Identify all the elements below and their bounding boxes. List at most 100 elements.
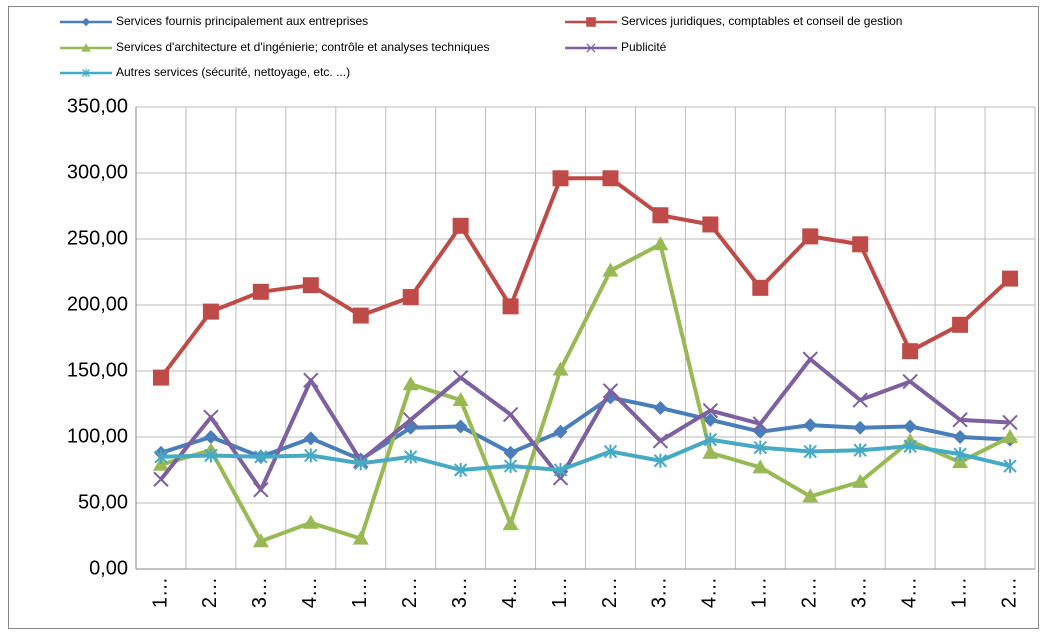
point [403,449,418,464]
point [552,361,569,376]
point [802,351,818,367]
y-tick-label: 200,00 [67,293,128,315]
chart-border [8,6,1039,629]
x-tick-label: 1… [749,577,771,608]
point [452,369,469,386]
point [903,439,917,454]
x-tick-label: 4… [699,577,721,608]
point [202,303,219,320]
point [652,433,669,449]
point [703,432,718,447]
point [602,262,619,277]
point [203,409,219,425]
point [653,453,668,468]
point [802,228,819,245]
legend-label: Services fournis principalement aux entr… [116,14,368,28]
x-tick-label: 1… [349,577,371,608]
point [503,445,518,460]
point [902,373,918,390]
point [953,430,968,444]
point [303,431,318,446]
legend-marker [81,68,91,78]
legend-label: Services juridiques, comptables et conse… [621,14,902,28]
point [703,412,718,427]
series-line [160,437,1011,472]
series-line [160,242,1011,544]
legend-marker [586,17,596,27]
point [653,400,668,415]
point [502,406,519,423]
point [81,43,91,52]
point [204,448,218,463]
point [502,516,519,531]
y-tick-label: 250,00 [67,227,128,249]
point [802,488,819,503]
point [302,514,319,529]
point [852,392,868,408]
x-tick-label: 3… [848,577,870,608]
point [452,392,469,407]
point [352,530,369,545]
point [252,283,269,300]
y-tick-label: 0,00 [89,557,128,579]
point [402,412,419,428]
x-tick-label: 2… [998,577,1020,608]
x-tick-label: 2… [199,577,221,608]
point [952,316,969,333]
x-tick-label: 1… [149,577,171,608]
point [803,418,818,433]
point [453,463,468,477]
point [402,376,419,391]
legend-marker [81,43,91,52]
point [903,419,918,434]
y-tick-label: 100,00 [67,425,128,447]
x-tick-label: 1… [948,577,970,608]
point [853,420,868,435]
point [1003,459,1017,474]
x-tick-label: 2… [399,577,421,608]
point [352,307,369,324]
point [586,17,596,27]
series-line [159,176,1012,379]
point [602,170,619,187]
x-tick-label: 2… [599,577,621,608]
point [752,279,769,296]
point [81,68,91,78]
point [652,236,669,251]
point [702,216,719,233]
legend-marker [81,17,91,27]
y-tick-label: 350,00 [67,95,128,117]
point [502,298,519,315]
point [853,443,867,458]
point [586,43,596,53]
point [1002,270,1019,287]
x-tick-label: 4… [898,577,920,608]
point [354,456,368,471]
point [303,372,319,388]
point [1002,414,1018,431]
point [453,419,468,434]
point [952,412,968,428]
legend-label: Services d'architecture et d'ingénierie;… [116,40,489,54]
point [702,402,719,419]
point [253,482,269,498]
point [902,343,919,360]
point [553,463,568,477]
point [953,447,967,462]
y-tick-label: 300,00 [67,161,128,183]
point [852,236,869,253]
legend-marker [586,43,596,53]
point [252,533,269,548]
point [1002,429,1019,443]
x-tick-label: 3… [449,577,471,608]
point [154,449,168,464]
point [402,289,419,306]
point [753,440,768,455]
point [152,369,169,386]
point [603,444,618,459]
point [752,416,769,432]
series-line [160,395,1011,462]
point [852,473,869,488]
